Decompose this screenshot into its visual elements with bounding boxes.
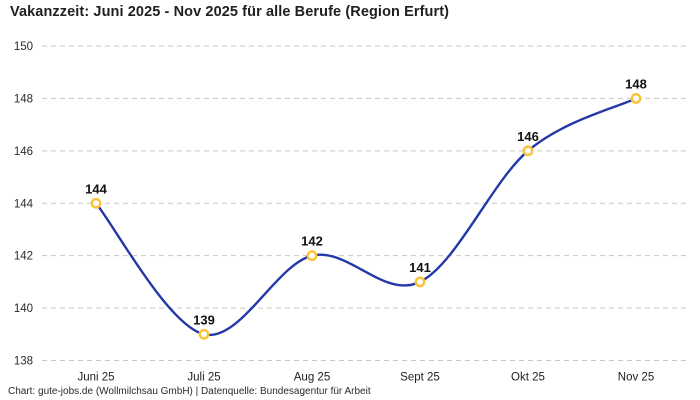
data-point-value-label: 144 [85, 181, 107, 196]
y-axis-tick-label: 142 [14, 251, 33, 263]
data-point-marker [90, 197, 102, 209]
y-axis-tick-label: 138 [14, 356, 33, 368]
data-point-value-label: 148 [625, 76, 647, 91]
data-point-value-label: 139 [193, 312, 215, 327]
data-point-marker [306, 250, 318, 262]
y-axis-tick-label: 148 [14, 93, 33, 105]
data-point-marker [522, 145, 534, 157]
x-axis-label: Okt 25 [511, 372, 545, 384]
x-axis-label: Sept 25 [400, 372, 440, 384]
x-axis-label: Juni 25 [77, 372, 114, 384]
data-point-marker [198, 328, 210, 340]
data-point-value-label: 142 [301, 234, 323, 249]
data-point-value-label: 141 [409, 260, 431, 275]
chart-attribution: Chart: gute-jobs.de (Wollmilchsau GmbH) … [8, 386, 371, 397]
series-line [94, 97, 638, 337]
data-point-value-label: 146 [517, 129, 539, 144]
y-axis-tick-label: 144 [14, 198, 34, 210]
x-axis-label: Juli 25 [187, 372, 220, 384]
x-axis-label: Aug 25 [294, 372, 330, 384]
y-axis-tick-label: 150 [14, 41, 33, 53]
chart-title: Vakanzzeit: Juni 2025 - Nov 2025 für all… [10, 4, 450, 20]
data-point-marker [414, 276, 426, 288]
x-axis-label: Nov 25 [618, 372, 654, 384]
data-point-marker [630, 93, 642, 104]
y-axis-tick-label: 146 [14, 146, 33, 158]
y-axis-tick-label: 140 [14, 303, 33, 315]
